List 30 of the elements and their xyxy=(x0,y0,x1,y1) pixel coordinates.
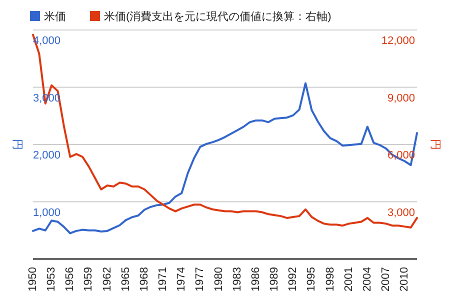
y-tick-label: 2,000 xyxy=(33,150,61,162)
x-tick-label: 2004 xyxy=(361,267,374,292)
legend-label: 米価(消費支出を元に現代の価値に換算：右軸) xyxy=(104,10,332,23)
y2-tick-label: 3,000 xyxy=(387,206,415,219)
x-tick-label: 1962 xyxy=(101,267,114,292)
x-tick-label: 1953 xyxy=(46,267,58,292)
x-tick-label: 1965 xyxy=(120,267,132,292)
x-tick-label: 1956 xyxy=(64,267,76,292)
y2-tick-label: 12,000 xyxy=(381,35,415,47)
x-tick-label: 1971 xyxy=(157,267,170,292)
x-tick-label: 1968 xyxy=(138,267,150,292)
x-tick-label: 1959 xyxy=(82,267,95,292)
y-axis-title: 円 xyxy=(11,139,23,150)
x-tick-label: 1998 xyxy=(324,267,336,292)
legend-label: 米価 xyxy=(44,10,66,23)
y-tick-label: 1,000 xyxy=(33,206,61,219)
y2-axis-title: 円 xyxy=(429,139,441,150)
x-tick-label: 1986 xyxy=(250,267,262,292)
x-tick-label: 1974 xyxy=(176,267,188,292)
x-tick-label: 1992 xyxy=(287,267,300,292)
x-tick-label: 1980 xyxy=(212,267,225,292)
x-tick-label: 1950 xyxy=(27,267,39,292)
x-tick-label: 2001 xyxy=(342,267,355,292)
x-tick-label: 2010 xyxy=(398,267,411,292)
x-tick-label: 1989 xyxy=(268,267,281,292)
x-tick-label: 1977 xyxy=(194,267,206,292)
x-tick-label: 2007 xyxy=(380,267,392,292)
x-tick-label: 1983 xyxy=(231,267,244,292)
x-tick-label: 1995 xyxy=(306,267,318,292)
y2-tick-label: 9,000 xyxy=(387,92,415,104)
